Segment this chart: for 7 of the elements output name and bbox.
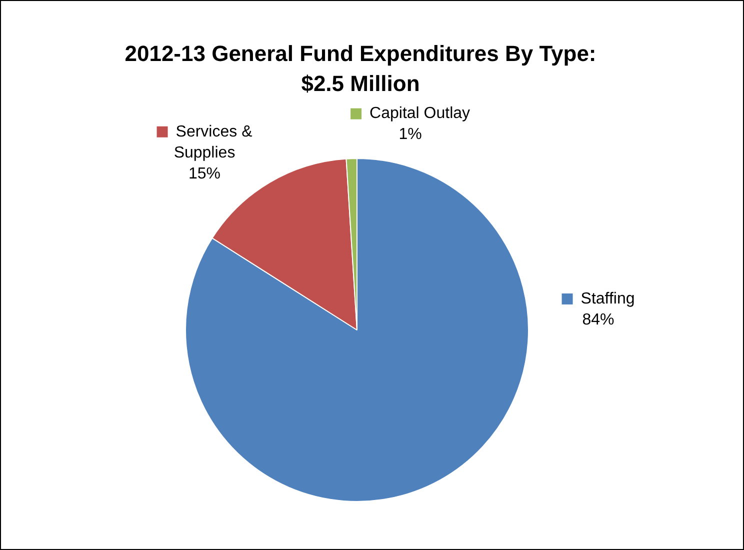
legend-label: Services & Supplies — [174, 123, 253, 162]
data-label: 15% — [188, 165, 221, 182]
legend-label: Capital Outlay — [370, 105, 470, 122]
data-label: 1% — [398, 126, 422, 144]
legend-label: Staffing — [580, 290, 635, 308]
data-label: 84% — [582, 311, 614, 328]
chart-title: 2012-13 General Fund Expenditures By Type: $2.5 Million — [124, 40, 598, 98]
